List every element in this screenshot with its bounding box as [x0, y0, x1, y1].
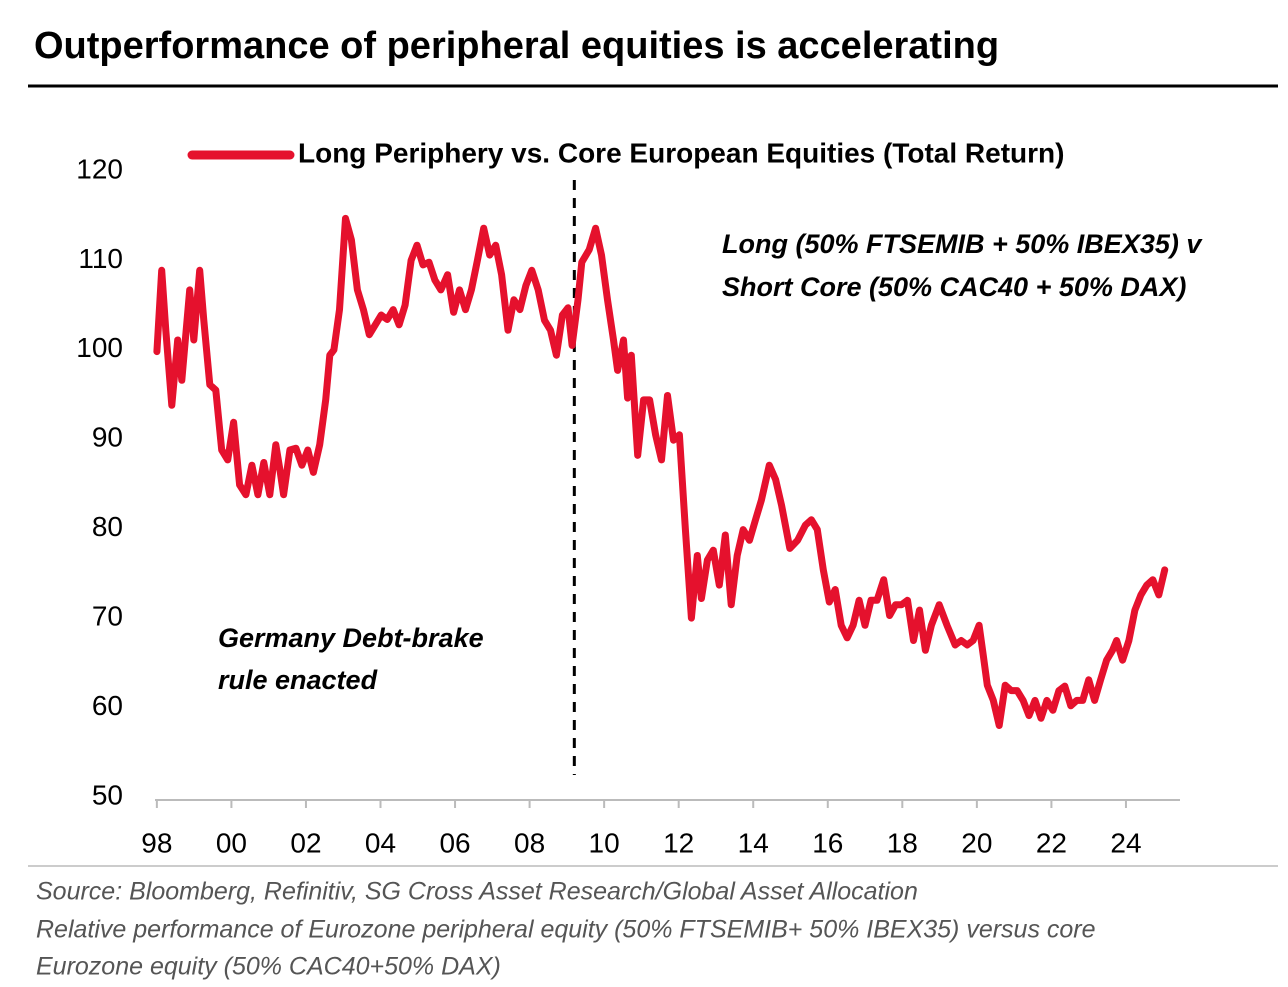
x-tick-label: 04 — [365, 827, 396, 858]
y-tick-label: 70 — [92, 601, 123, 632]
x-tick-label: 14 — [738, 827, 769, 858]
y-tick-label: 90 — [92, 422, 123, 453]
source-note: Eurozone equity (50% CAC40+50% DAX) — [36, 953, 501, 981]
y-tick-label: 110 — [78, 243, 123, 274]
x-tick-label: 16 — [812, 827, 843, 858]
annotation: Long (50% FTSEMIB + 50% IBEX35) v — [722, 229, 1203, 259]
y-tick-label: 100 — [76, 332, 123, 363]
x-tick-label: 00 — [216, 827, 247, 858]
annotation: Short Core (50% CAC40 + 50% DAX) — [722, 272, 1186, 302]
x-tick-label: 22 — [1036, 827, 1067, 858]
y-tick-label: 50 — [92, 779, 123, 810]
x-tick-label: 18 — [887, 827, 918, 858]
y-tick-label: 60 — [92, 690, 123, 721]
x-tick-label: 20 — [961, 827, 992, 858]
source-note: Relative performance of Eurozone periphe… — [36, 916, 1096, 944]
series-line — [153, 214, 1169, 729]
x-tick-label: 06 — [439, 827, 470, 858]
x-tick-label: 12 — [663, 827, 694, 858]
y-tick-label: 120 — [76, 153, 123, 184]
source-note: Source: Bloomberg, Refinitiv, SG Cross A… — [36, 878, 918, 906]
x-tick-label: 98 — [141, 827, 172, 858]
x-tick-label: 08 — [514, 827, 545, 858]
y-tick-label: 80 — [92, 511, 123, 542]
legend-label: Long Periphery vs. Core European Equitie… — [298, 137, 1064, 168]
x-tick-label: 02 — [290, 827, 321, 858]
annotation: rule enacted — [218, 665, 378, 695]
x-tick-label: 10 — [589, 827, 620, 858]
chart-title: Outperformance of peripheral equities is… — [34, 25, 999, 67]
x-tick-label: 24 — [1110, 827, 1141, 858]
annotation: Germany Debt-brake — [218, 623, 484, 653]
